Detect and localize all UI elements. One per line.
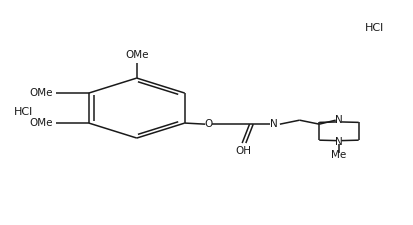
Text: OMe: OMe xyxy=(30,88,53,98)
Text: HCl: HCl xyxy=(14,108,33,117)
Text: HCl: HCl xyxy=(365,23,385,33)
Text: N: N xyxy=(270,119,278,129)
Text: OMe: OMe xyxy=(125,50,149,60)
Text: Me: Me xyxy=(331,150,347,160)
Text: OMe: OMe xyxy=(30,118,53,128)
Text: N: N xyxy=(335,137,343,147)
Text: O: O xyxy=(204,119,213,129)
Text: OH: OH xyxy=(235,146,252,156)
Text: N: N xyxy=(335,115,343,125)
